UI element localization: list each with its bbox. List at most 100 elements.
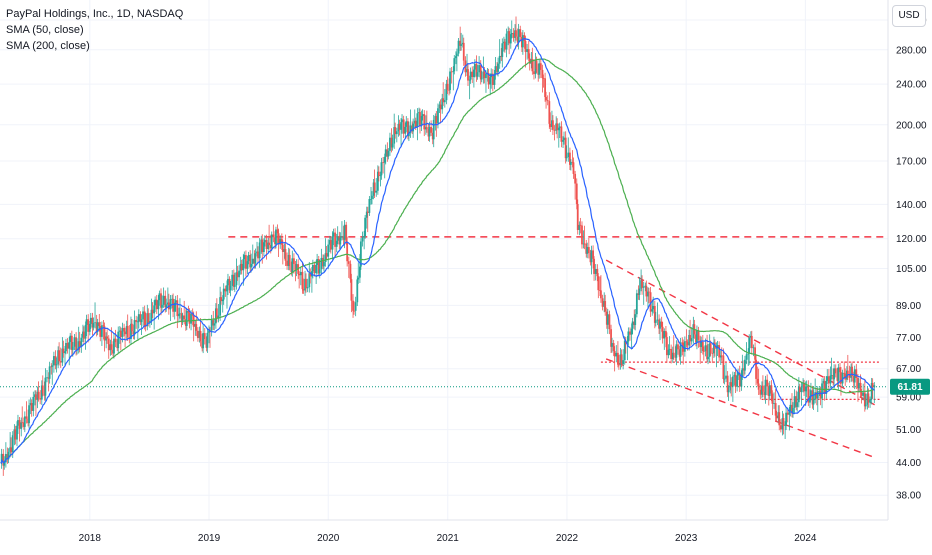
candle-body: [96, 322, 99, 332]
candle-body: [581, 225, 583, 245]
candle-body: [130, 323, 132, 340]
candle-body: [565, 157, 568, 159]
candle-body: [113, 338, 115, 354]
candle-body: [393, 127, 396, 144]
candle-body: [446, 83, 449, 90]
symbol-title[interactable]: PayPal Holdings, Inc., 1D, NASDAQ: [6, 8, 184, 20]
candle-body: [361, 237, 364, 242]
candle-body: [62, 348, 65, 354]
candle-body: [478, 65, 481, 73]
candle-body: [3, 462, 6, 466]
candle-body: [68, 341, 71, 349]
sma-200-legend[interactable]: SMA (200, close): [6, 40, 90, 52]
candle-body: [822, 381, 825, 384]
candle-body: [402, 119, 405, 134]
candle-body: [21, 422, 24, 424]
candle-body: [183, 315, 186, 320]
candle-body: [110, 344, 113, 350]
candle-body: [725, 375, 727, 379]
candle-body: [194, 324, 197, 327]
candle-body: [667, 349, 670, 356]
candle-body: [178, 313, 180, 317]
candle-body: [434, 116, 437, 120]
candle-body: [585, 243, 588, 254]
candle-body: [748, 337, 751, 354]
price-scale[interactable]: 320.00280.00240.00200.00170.00140.00120.…: [887, 0, 930, 520]
candle-body: [546, 100, 549, 102]
candle-body: [51, 365, 54, 367]
candle-body: [84, 324, 87, 339]
candle-body: [640, 280, 642, 289]
time-scale[interactable]: 2018 2019 2020 2021 2022 2023 2024: [0, 519, 888, 544]
candle-body: [845, 370, 848, 380]
candle-body: [763, 391, 766, 396]
sma-50-legend[interactable]: SMA (50, close): [6, 24, 84, 36]
candle-body: [774, 403, 777, 416]
candle-body: [634, 314, 637, 326]
candle-body: [809, 396, 811, 403]
candle-body: [851, 366, 853, 377]
candle-body: [467, 69, 469, 81]
candle-body: [165, 304, 168, 308]
candle-body: [575, 183, 578, 205]
candle-body: [146, 313, 149, 326]
candle-body: [85, 319, 88, 325]
candle-body: [327, 244, 330, 257]
candle-body: [121, 327, 124, 337]
candle-body: [715, 347, 718, 349]
candle-body: [489, 77, 492, 85]
candle-body: [677, 344, 679, 350]
candle-body: [98, 322, 101, 327]
candle-body: [841, 372, 844, 384]
candle-body: [759, 389, 762, 395]
candle-body: [243, 255, 246, 260]
candle-body: [295, 264, 298, 270]
candle-body: [685, 341, 688, 343]
candle-body: [855, 369, 858, 378]
candle-body: [66, 342, 69, 349]
candle-body: [633, 321, 636, 326]
candle-body: [171, 298, 174, 300]
candle-body: [740, 376, 743, 387]
candle-body: [133, 320, 136, 335]
grid: [0, 0, 888, 520]
candle-body: [661, 326, 664, 339]
candle-body: [741, 368, 744, 377]
candle-body: [730, 382, 733, 387]
candle-body: [471, 71, 474, 77]
candle-body: [576, 204, 579, 230]
candle-body: [30, 403, 33, 411]
candle-body: [811, 390, 814, 405]
candle-body: [317, 259, 320, 274]
candle-body: [840, 372, 842, 384]
candle-body: [387, 150, 390, 157]
candle-body: [572, 162, 575, 174]
candle-body: [768, 385, 771, 396]
candle-body: [764, 379, 767, 396]
candle-body: [421, 114, 424, 116]
candle-body: [658, 319, 660, 329]
candle-body: [253, 258, 256, 264]
candle-body: [137, 314, 140, 322]
currency-button[interactable]: USD: [892, 5, 926, 27]
candle-body: [43, 393, 46, 396]
candle-body: [668, 348, 671, 350]
candle-body: [407, 132, 410, 137]
candle-body: [551, 120, 553, 127]
candle-body: [508, 31, 511, 44]
candle-body: [427, 129, 430, 137]
candle-body: [343, 224, 346, 240]
candle-body: [567, 152, 570, 158]
candle-body: [541, 69, 544, 79]
candle-body: [126, 325, 129, 338]
candle-body: [843, 372, 846, 374]
candle-body: [472, 69, 475, 77]
candle-body: [862, 392, 865, 396]
sma-200-layer: [0, 58, 875, 465]
candle-body: [771, 393, 774, 404]
candle-body: [487, 73, 490, 85]
candle-body: [731, 376, 734, 387]
candle-body: [162, 295, 165, 305]
